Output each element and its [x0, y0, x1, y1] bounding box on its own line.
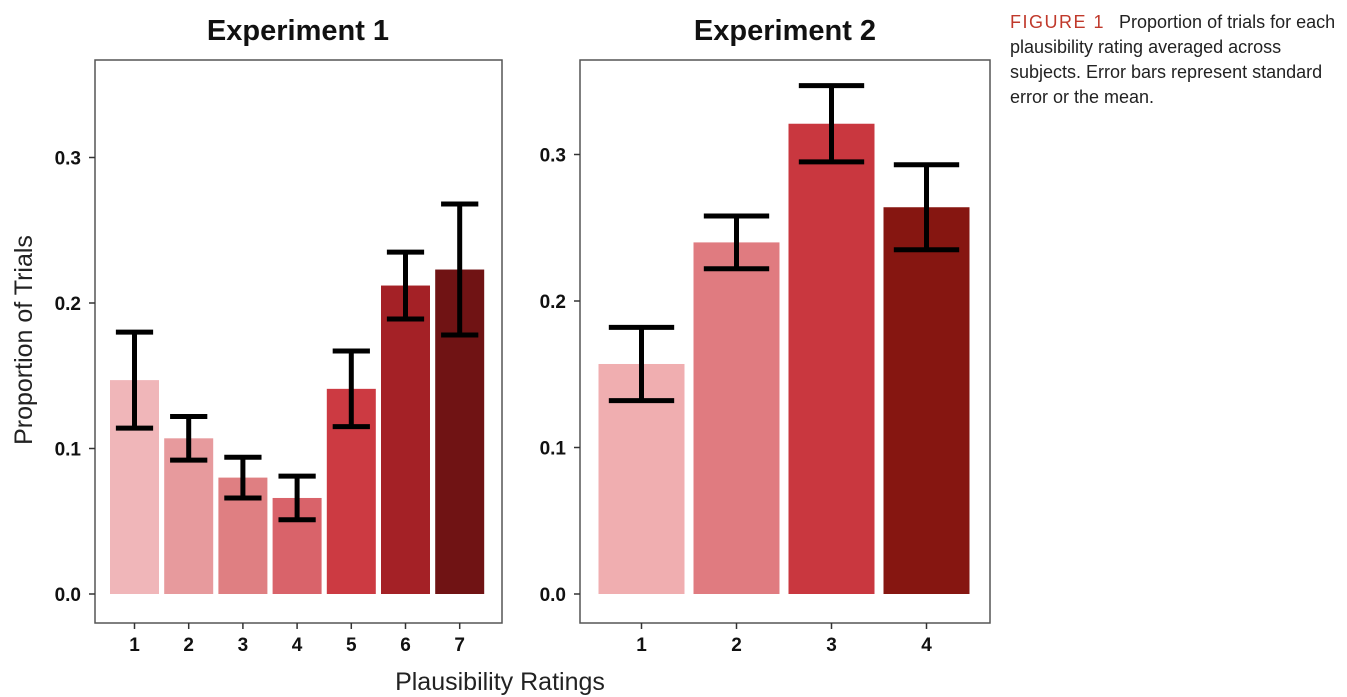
bar — [693, 242, 780, 594]
bars — [110, 269, 485, 594]
figure-caption: FIGURE 1 Proportion of trials for each pl… — [1010, 10, 1345, 110]
x-axis-tick-labels: 1 2 3 4 — [636, 623, 932, 656]
caption-label: FIGURE 1 — [1010, 12, 1106, 32]
x-tick-label: 1 — [129, 635, 140, 656]
panel-title: Experiment 1 — [207, 15, 389, 47]
y-tick-label: 0.3 — [540, 146, 566, 167]
y-tick-label: 0.3 — [55, 149, 81, 170]
x-tick-label: 3 — [826, 635, 837, 656]
x-tick-label: 5 — [346, 635, 357, 656]
error-bars — [608, 83, 960, 404]
caption-text: Proportion of trials for each plausibili… — [1010, 12, 1336, 107]
y-axis-ticks: 0.0 0.1 0.2 0.3 — [540, 146, 580, 606]
y-tick-label: 0.1 — [55, 440, 82, 461]
bar — [381, 285, 430, 594]
x-tick-label: 6 — [400, 635, 411, 656]
x-tick-label: 4 — [292, 635, 303, 656]
y-axis-label: Proportion of Trials — [10, 235, 38, 445]
x-tick-label: 4 — [921, 635, 932, 656]
bar — [788, 123, 875, 595]
x-tick-label: 1 — [636, 635, 647, 656]
error-bars — [115, 201, 479, 523]
panel-title: Experiment 2 — [694, 15, 876, 47]
y-axis-ticks: 0.0 0.1 0.2 0.3 — [55, 149, 95, 606]
x-tick-label: 2 — [183, 635, 194, 656]
x-tick-label: 7 — [454, 635, 465, 656]
chart-panel-experiment-2: Experiment 2 0.0 0.1 0.2 0.3 1 2 3 4 — [540, 15, 991, 656]
x-tick-label: 2 — [731, 635, 742, 656]
chart-panel-experiment-1: Experiment 1 0.0 0.1 0.2 0.3 1 2 3 4 5 6 7 — [55, 15, 503, 656]
y-tick-label: 0.0 — [55, 585, 81, 606]
x-tick-label: 3 — [238, 635, 249, 656]
y-tick-label: 0.0 — [540, 585, 566, 606]
x-axis-tick-labels: 1 2 3 4 5 6 7 — [129, 623, 465, 656]
bar — [164, 438, 214, 594]
x-axis-label: Plausibility Ratings — [395, 668, 605, 696]
bar — [883, 207, 970, 595]
y-tick-label: 0.2 — [55, 294, 81, 315]
y-tick-label: 0.2 — [540, 292, 566, 313]
y-tick-label: 0.1 — [540, 439, 567, 460]
